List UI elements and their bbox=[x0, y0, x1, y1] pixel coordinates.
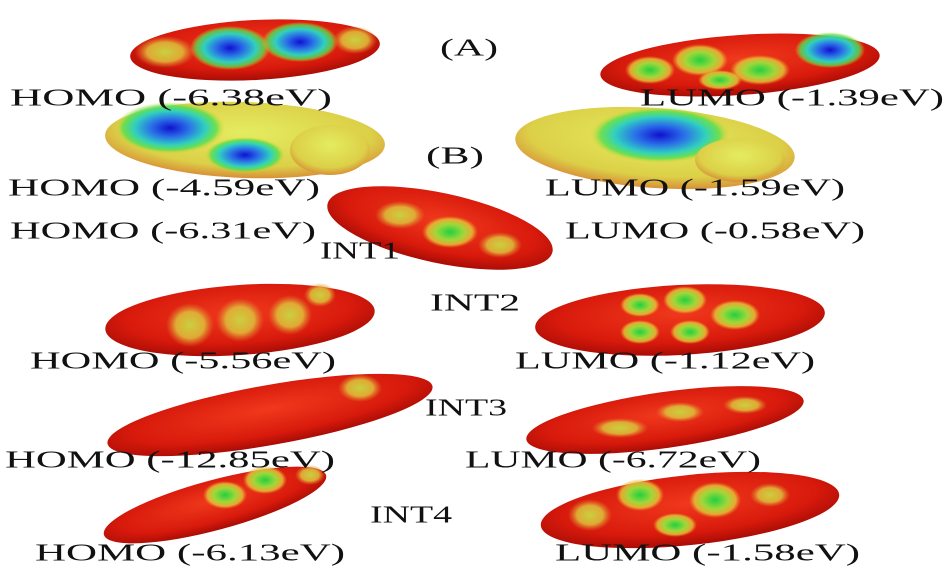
orbital-lobe bbox=[290, 125, 370, 175]
orbital-lobe bbox=[723, 396, 767, 414]
orbital-lobe bbox=[656, 402, 704, 422]
orbital-lobe bbox=[616, 479, 664, 511]
orbital-lobe bbox=[422, 216, 478, 248]
lumo-label: LUMO (-1.39eV) bbox=[640, 86, 944, 112]
orbital-lobe bbox=[166, 303, 214, 347]
panel-label: INT4 bbox=[370, 503, 452, 529]
panel-label: (B) bbox=[426, 144, 484, 170]
orbital-lobe bbox=[689, 482, 741, 518]
figure: (A) HOMO (-6.38eV) LUMO (-1.39eV) (B) HO… bbox=[0, 0, 948, 570]
panel-label: INT1 bbox=[320, 239, 400, 265]
homo-label: HOMO (-6.13eV) bbox=[35, 541, 345, 567]
lumo-label: LUMO (-1.59eV) bbox=[545, 176, 845, 202]
orbital-lobe bbox=[653, 513, 697, 537]
orbital-lobe bbox=[625, 56, 675, 84]
orbital-lobe bbox=[670, 320, 710, 344]
orbital-lobe bbox=[268, 295, 312, 335]
homo-label: HOMO (-4.59eV) bbox=[8, 176, 320, 202]
homo-label: HOMO (-12.85eV) bbox=[5, 448, 335, 474]
orbital-lobe bbox=[333, 26, 377, 54]
orbital-lobe bbox=[620, 320, 660, 344]
orbital-lobe bbox=[135, 36, 195, 68]
orbital-lobe bbox=[750, 483, 790, 507]
orbital-lobe bbox=[375, 201, 425, 229]
lumo-label: LUMO (-1.58eV) bbox=[555, 541, 860, 567]
lumo-label: LUMO (-6.72eV) bbox=[465, 448, 761, 474]
orbital-lobe bbox=[304, 283, 336, 307]
orbital-lobe bbox=[338, 374, 382, 402]
orbital-lobe bbox=[620, 293, 660, 317]
lumo-label: LUMO (-0.58eV) bbox=[565, 219, 865, 245]
orbital-lobe bbox=[203, 481, 247, 509]
homo-label: HOMO (-6.38eV) bbox=[10, 86, 332, 112]
panel-label: INT3 bbox=[425, 396, 507, 422]
orbital-lobe bbox=[663, 286, 707, 314]
orbital-lobe bbox=[478, 232, 522, 258]
orbital-lobe bbox=[216, 298, 264, 342]
homo-label: HOMO (-6.31eV) bbox=[10, 219, 316, 245]
panel-label: (A) bbox=[440, 36, 498, 62]
orbital-lobe bbox=[262, 22, 338, 62]
orbital-lobe bbox=[190, 26, 270, 70]
orbital-lobe bbox=[592, 418, 648, 438]
orbital-lobe bbox=[710, 300, 760, 330]
orbital-lobe bbox=[205, 137, 285, 173]
orbital-lobe bbox=[568, 499, 612, 531]
orbital-lobe bbox=[795, 32, 865, 68]
homo-label: HOMO (-5.56eV) bbox=[30, 349, 336, 375]
lumo-label: LUMO (-1.12eV) bbox=[515, 349, 815, 375]
page: (A) HOMO (-6.38eV) LUMO (-1.39eV) (B) HO… bbox=[0, 0, 948, 570]
panel-label: INT2 bbox=[430, 291, 520, 317]
